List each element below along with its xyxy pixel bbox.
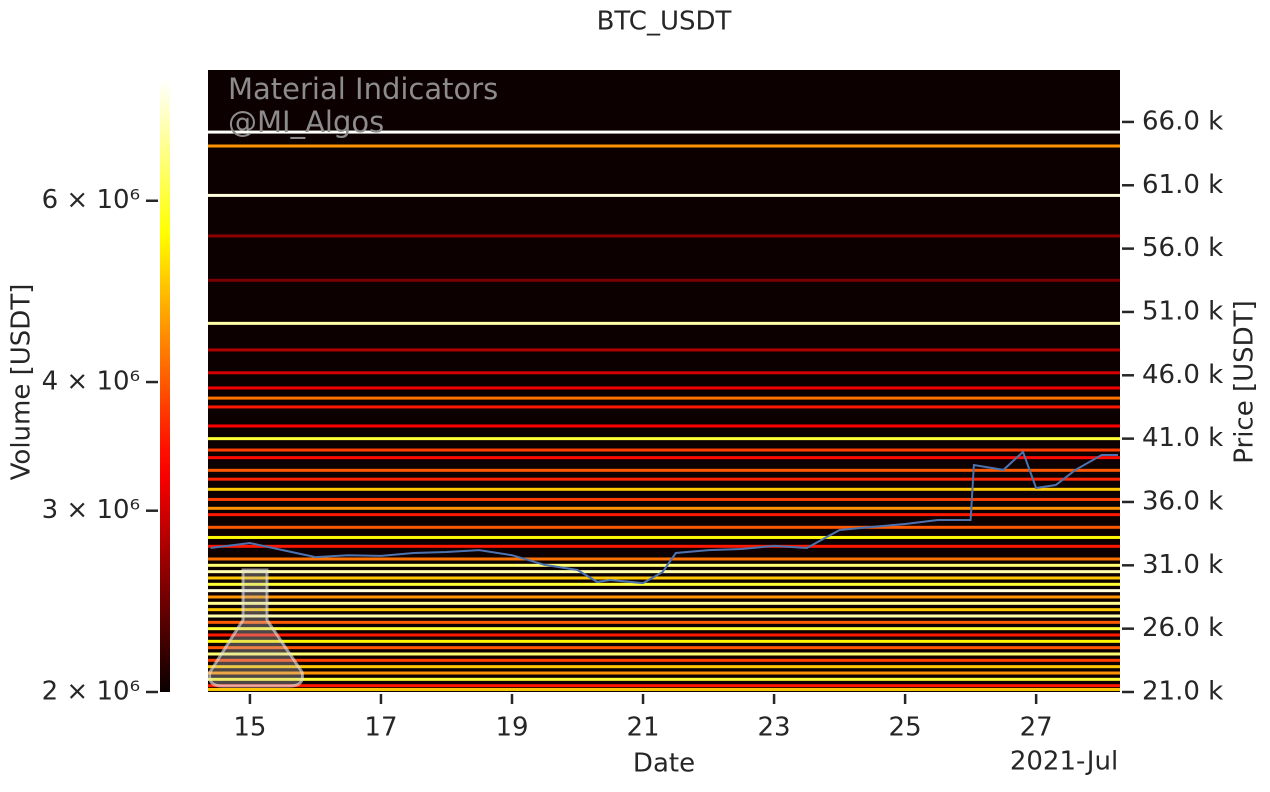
heatmap-level	[208, 671, 1120, 675]
heatmap-level	[208, 448, 1120, 452]
heatmap-level	[208, 386, 1120, 390]
watermark: @MI_Algos	[228, 105, 384, 139]
chart-title: BTC_USDT	[597, 7, 732, 37]
price-line	[210, 450, 1118, 585]
heatmap-level	[208, 456, 1120, 460]
heatmap-level	[208, 589, 1120, 593]
heatmap-level	[208, 144, 1120, 148]
x-tick-label: 15	[233, 713, 266, 743]
heatmap-level	[208, 405, 1120, 409]
x-tick-label: 17	[364, 713, 397, 743]
x-offset-label: 2021-Jul	[1010, 747, 1118, 777]
y-tick-label: 41.0 k	[1142, 423, 1223, 453]
heatmap-level	[208, 620, 1120, 624]
y-axis-label: Price [USDT]	[1230, 300, 1260, 463]
heatmap-level	[208, 576, 1120, 580]
y-tick-label: 21.0 k	[1142, 677, 1223, 707]
watermark: Material Indicators	[228, 72, 498, 106]
heatmap-level	[208, 608, 1120, 612]
heatmap-level	[208, 601, 1120, 605]
y-tick-label: 31.0 k	[1142, 550, 1223, 580]
heatmap-level	[208, 278, 1120, 282]
heatmap-level	[208, 487, 1120, 491]
heatmap-level	[208, 557, 1120, 561]
colorbar-label: Volume [USDT]	[7, 284, 37, 481]
y-tick-label: 66.0 k	[1142, 106, 1223, 136]
heatmap-level	[208, 614, 1120, 618]
heatmap-level	[208, 497, 1120, 501]
plot-area	[208, 70, 1120, 692]
heatmap-level	[208, 525, 1120, 529]
heatmap-level	[208, 468, 1120, 472]
x-tick-label: 19	[495, 713, 528, 743]
heatmap-level	[208, 665, 1120, 669]
heatmap-level	[208, 130, 1120, 134]
logo	[208, 568, 304, 688]
heatmap-level	[208, 424, 1120, 428]
heatmap-level	[208, 348, 1120, 352]
x-axis-label: Date	[633, 749, 695, 779]
heatmap-level	[208, 544, 1120, 548]
heatmap-level	[208, 582, 1120, 586]
y-tick-label: 26.0 k	[1142, 613, 1223, 643]
heatmap-background	[208, 70, 1120, 692]
heatmap-level	[208, 687, 1120, 691]
x-tick-label: 21	[626, 713, 659, 743]
x-tick-label: 27	[1020, 713, 1053, 743]
heatmap-level	[208, 193, 1120, 197]
y-tick-label: 61.0 k	[1142, 170, 1223, 200]
colorbar-tick-label: 2 × 10⁶	[42, 677, 140, 707]
colorbar	[160, 80, 170, 692]
heatmap-level	[208, 639, 1120, 643]
heatmap-level	[208, 563, 1120, 567]
overlay: Material Indicators @MI_Algos	[208, 72, 498, 688]
heatmap-level	[208, 677, 1120, 681]
y-tick-label: 56.0 k	[1142, 233, 1223, 263]
colorbar-tick-label: 3 × 10⁶	[42, 495, 140, 525]
heatmap-level	[208, 646, 1120, 650]
heatmap-level	[208, 684, 1120, 688]
heatmap-level	[208, 535, 1120, 539]
colorbar-tick-label: 4 × 10⁶	[42, 367, 140, 397]
x-tick-label: 23	[758, 713, 791, 743]
heatmap-level	[208, 234, 1120, 238]
heatmap-level	[208, 595, 1120, 599]
colorbar-tick-label: 6 × 10⁶	[42, 185, 140, 215]
y-tick-label: 46.0 k	[1142, 360, 1223, 390]
heatmap-level	[208, 513, 1120, 517]
y-tick-label: 51.0 k	[1142, 296, 1223, 326]
y-tick-label: 36.0 k	[1142, 486, 1223, 516]
heatmap-level	[208, 652, 1120, 656]
heatmap-level	[208, 633, 1120, 637]
heatmap-level	[208, 437, 1120, 441]
heatmap-level	[208, 627, 1120, 631]
heatmap-level	[208, 477, 1120, 481]
x-tick-label: 25	[889, 713, 922, 743]
heatmap-level	[208, 321, 1120, 325]
heatmap-level	[208, 396, 1120, 400]
heatmap-level	[208, 658, 1120, 662]
heatmap-level	[208, 371, 1120, 375]
heatmap-level	[208, 506, 1120, 510]
